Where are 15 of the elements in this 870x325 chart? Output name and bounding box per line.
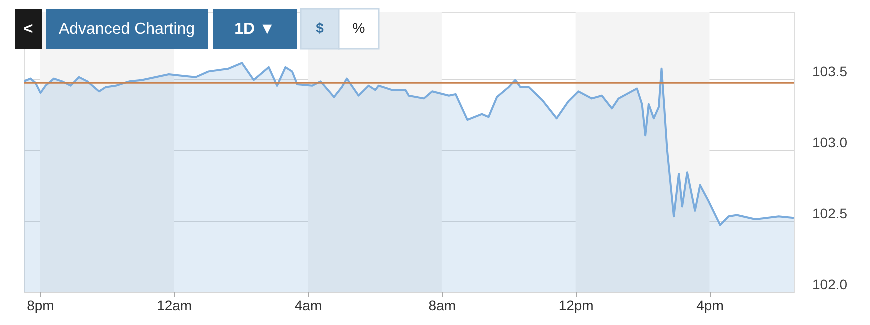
x-tick-label: 8pm <box>27 298 54 314</box>
y-tick-label: 103.0 <box>812 134 848 150</box>
annotation: $ <box>316 20 324 36</box>
x-tick-label: 4am <box>294 298 322 314</box>
x-tick-label: 12am <box>157 298 192 314</box>
annotation: < <box>24 21 34 38</box>
x-tick-label: 8am <box>428 298 456 314</box>
x-tick-label: 12pm <box>558 298 594 314</box>
annotation: 1D ▼ <box>234 21 276 38</box>
annotation: Advanced Charting <box>58 21 196 38</box>
y-tick-label: 103.5 <box>812 63 848 80</box>
y-tick-label: 102.5 <box>812 205 848 222</box>
x-tick-label: 4pm <box>696 298 724 314</box>
annotation: % <box>352 20 366 36</box>
y-tick-label: 102.0 <box>812 276 848 292</box>
